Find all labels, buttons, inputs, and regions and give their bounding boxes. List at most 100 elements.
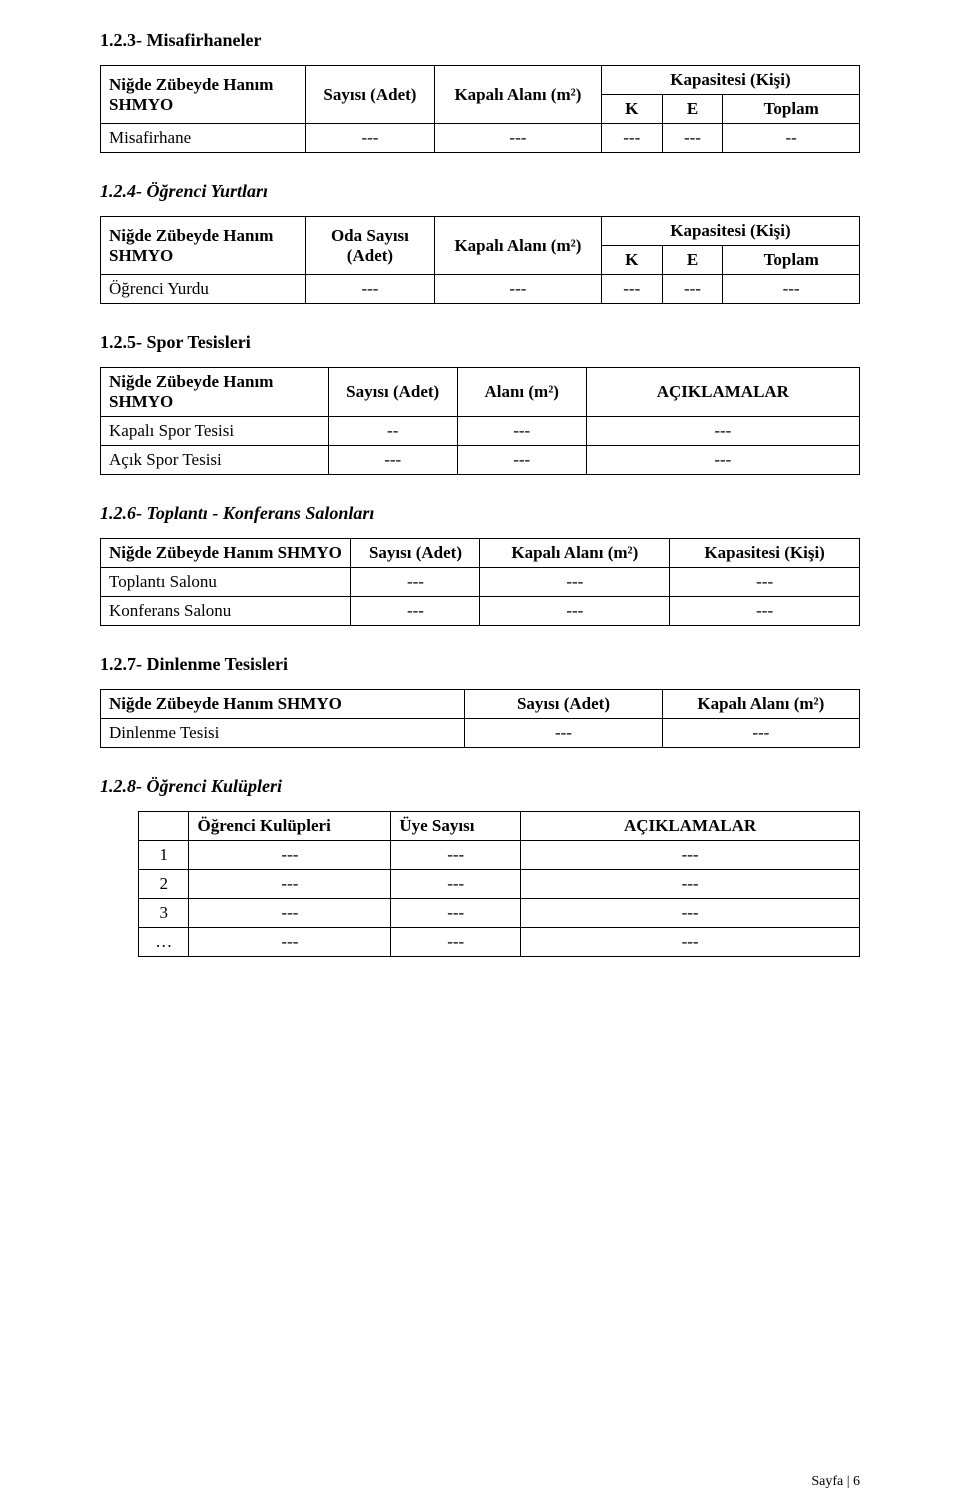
cell: --- (521, 928, 860, 957)
section-heading-misafirhaneler: 1.2.3- Misafirhaneler (100, 30, 860, 51)
cell: --- (723, 275, 860, 304)
table-row: Kapalı Spor Tesisi -- --- --- (101, 417, 860, 446)
col-header-entity: Niğde Zübeyde Hanım SHMYO (101, 66, 306, 124)
col-header-alani: Alanı (m²) (457, 368, 586, 417)
col-header-kapali-alani: Kapalı Alanı (m²) (662, 690, 859, 719)
col-header-kapali-alani: Kapalı Alanı (m²) (480, 539, 670, 568)
cell: --- (662, 719, 859, 748)
cell: --- (305, 275, 434, 304)
cell: --- (662, 275, 723, 304)
cell: --- (465, 719, 662, 748)
cell: -- (723, 124, 860, 153)
col-header-k: K (601, 95, 662, 124)
col-header-sayisi: Sayısı (Adet) (351, 539, 480, 568)
row-label: Açık Spor Tesisi (101, 446, 329, 475)
cell: --- (670, 568, 860, 597)
row-number: 1 (139, 841, 189, 870)
row-label: Kapalı Spor Tesisi (101, 417, 329, 446)
cell: --- (601, 275, 662, 304)
cell: --- (305, 124, 434, 153)
section-heading-dinlenme-tesisleri: 1.2.7- Dinlenme Tesisleri (100, 654, 860, 675)
table-row: 3 --- --- --- (139, 899, 860, 928)
table-spor-tesisleri: Niğde Zübeyde Hanım SHMYO Sayısı (Adet) … (100, 367, 860, 475)
cell: --- (480, 597, 670, 626)
section-number: 1.2.6- (100, 503, 142, 523)
row-number: … (139, 928, 189, 957)
table-toplanti-konferans: Niğde Zübeyde Hanım SHMYO Sayısı (Adet) … (100, 538, 860, 626)
col-header-kapasitesi: Kapasitesi (Kişi) (601, 66, 859, 95)
col-header-kapasitesi: Kapasitesi (Kişi) (670, 539, 860, 568)
table-header-row: Niğde Zübeyde Hanım SHMYO Oda Sayısı (Ad… (101, 217, 860, 246)
col-header-uye-sayisi: Üye Sayısı (391, 812, 521, 841)
col-header-blank (139, 812, 189, 841)
table-header-row: Niğde Zübeyde Hanım SHMYO Sayısı (Adet) … (101, 690, 860, 719)
cell: --- (189, 870, 391, 899)
table-row: Toplantı Salonu --- --- --- (101, 568, 860, 597)
section-title: Toplantı - Konferans Salonları (147, 503, 375, 523)
table-header-row: Niğde Zübeyde Hanım SHMYO Sayısı (Adet) … (101, 539, 860, 568)
col-header-e: E (662, 95, 723, 124)
section-number: 1.2.3- (100, 30, 142, 50)
table-row: 1 --- --- --- (139, 841, 860, 870)
row-label: Öğrenci Yurdu (101, 275, 306, 304)
cell: --- (434, 124, 601, 153)
section-number: 1.2.7- (100, 654, 142, 674)
table-misafirhaneler: Niğde Zübeyde Hanım SHMYO Sayısı (Adet) … (100, 65, 860, 153)
col-header-entity: Niğde Zübeyde Hanım SHMYO (101, 690, 465, 719)
cell: --- (586, 417, 859, 446)
col-header-kapasitesi: Kapasitesi (Kişi) (601, 217, 859, 246)
col-header-k: K (601, 246, 662, 275)
cell: --- (601, 124, 662, 153)
cell: --- (328, 446, 457, 475)
section-heading-toplanti-konferans: 1.2.6- Toplantı - Konferans Salonları (100, 503, 860, 524)
table-header-row: Niğde Zübeyde Hanım SHMYO Sayısı (Adet) … (101, 368, 860, 417)
table-row: Öğrenci Yurdu --- --- --- --- --- (101, 275, 860, 304)
cell: --- (351, 597, 480, 626)
row-label: Dinlenme Tesisi (101, 719, 465, 748)
section-title: Öğrenci Yurtları (147, 181, 269, 201)
row-label: Konferans Salonu (101, 597, 351, 626)
col-header-toplam: Toplam (723, 246, 860, 275)
table-ogrenci-yurtlari: Niğde Zübeyde Hanım SHMYO Oda Sayısı (Ad… (100, 216, 860, 304)
section-title: Spor Tesisleri (147, 332, 251, 352)
col-header-entity: Niğde Zübeyde Hanım SHMYO (101, 368, 329, 417)
cell: --- (586, 446, 859, 475)
col-header-sayisi: Sayısı (Adet) (305, 66, 434, 124)
cell: --- (457, 417, 586, 446)
table-row: … --- --- --- (139, 928, 860, 957)
col-header-kapali-alani: Kapalı Alanı (m²) (434, 217, 601, 275)
row-label: Misafirhane (101, 124, 306, 153)
table-header-row: Öğrenci Kulüpleri Üye Sayısı AÇIKLAMALAR (139, 812, 860, 841)
cell: --- (391, 899, 521, 928)
table-row: 2 --- --- --- (139, 870, 860, 899)
section-number: 1.2.5- (100, 332, 142, 352)
section-heading-ogrenci-kulupleri: 1.2.8- Öğrenci Kulüpleri (100, 776, 860, 797)
section-number: 1.2.8- (100, 776, 142, 796)
cell: --- (521, 899, 860, 928)
col-header-entity: Niğde Zübeyde Hanım SHMYO (101, 539, 351, 568)
section-title: Misafirhaneler (147, 30, 262, 50)
table-row: Konferans Salonu --- --- --- (101, 597, 860, 626)
cell: --- (189, 928, 391, 957)
section-title: Öğrenci Kulüpleri (147, 776, 283, 796)
table-header-row: Niğde Zübeyde Hanım SHMYO Sayısı (Adet) … (101, 66, 860, 95)
cell: --- (391, 870, 521, 899)
table-row: Misafirhane --- --- --- --- -- (101, 124, 860, 153)
col-header-toplam: Toplam (723, 95, 860, 124)
col-header-ogrenci-kulupleri: Öğrenci Kulüpleri (189, 812, 391, 841)
cell: --- (662, 124, 723, 153)
col-header-oda-sayisi: Oda Sayısı (Adet) (305, 217, 434, 275)
page-footer: Sayfa | 6 (811, 1474, 860, 1490)
cell: --- (521, 841, 860, 870)
row-number: 2 (139, 870, 189, 899)
section-heading-spor-tesisleri: 1.2.5- Spor Tesisleri (100, 332, 860, 353)
cell: --- (391, 841, 521, 870)
cell: --- (391, 928, 521, 957)
row-label: Toplantı Salonu (101, 568, 351, 597)
col-header-e: E (662, 246, 723, 275)
table-dinlenme-tesisleri: Niğde Zübeyde Hanım SHMYO Sayısı (Adet) … (100, 689, 860, 748)
section-heading-ogrenci-yurtlari: 1.2.4- Öğrenci Yurtları (100, 181, 860, 202)
cell: --- (189, 841, 391, 870)
section-title: Dinlenme Tesisleri (147, 654, 289, 674)
cell: --- (480, 568, 670, 597)
